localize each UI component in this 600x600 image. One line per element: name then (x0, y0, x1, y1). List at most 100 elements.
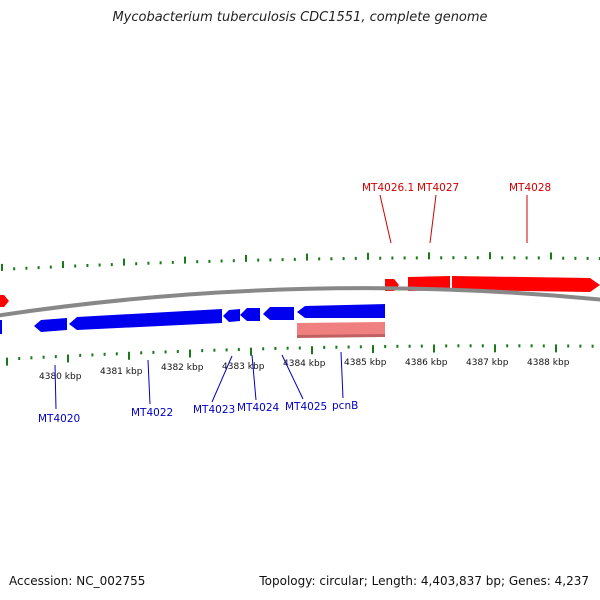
scale-label: 4385 kbp (344, 358, 387, 368)
gene-label-mt4024[interactable]: MT4024 (237, 402, 280, 414)
major-tick (189, 349, 191, 358)
gene-label-mt4022[interactable]: MT4022 (131, 407, 173, 419)
minor-tick (13, 267, 16, 271)
minor-tick (415, 256, 418, 260)
leader-line (281, 354, 304, 400)
minor-tick (140, 351, 143, 355)
scale-label: 4384 kbp (283, 359, 326, 369)
major-tick (306, 253, 308, 261)
gene-label-mt4020[interactable]: MT4020 (38, 413, 80, 425)
major-tick (428, 252, 430, 260)
minor-tick (262, 347, 265, 351)
gene-label-pcnb[interactable]: pcnB (332, 400, 358, 412)
major-tick (494, 344, 496, 353)
minor-tick (574, 256, 577, 260)
leader-line (429, 194, 437, 244)
minor-tick (30, 356, 33, 360)
minor-tick (91, 353, 94, 357)
accession-label: Accession: NC_002755 (9, 574, 146, 588)
minor-tick (440, 256, 443, 260)
minor-tick (164, 350, 167, 354)
gene-feature-mt4022[interactable] (69, 309, 222, 330)
minor-tick (171, 260, 174, 264)
minor-tick (208, 259, 211, 263)
major-tick (372, 345, 374, 354)
minor-tick (18, 357, 21, 360)
gene-feature-mt4023[interactable] (223, 309, 240, 322)
minor-tick (147, 261, 150, 265)
minor-tick (135, 262, 138, 266)
minor-tick (257, 258, 260, 262)
major-tick (250, 347, 252, 356)
minor-tick (79, 353, 82, 357)
leader-line (379, 194, 392, 244)
minor-tick (464, 256, 467, 260)
gene-label-mt4025[interactable]: MT4025 (285, 401, 327, 413)
gene-feature-mt4025[interactable] (263, 307, 294, 320)
genome-summary: Topology: circular; Length: 4,403,837 bp… (259, 574, 589, 588)
leader-line (147, 359, 151, 405)
minor-tick (213, 348, 216, 352)
minor-tick (232, 259, 235, 263)
major-tick (123, 258, 125, 266)
edge-gene-right[interactable] (0, 320, 2, 334)
minor-tick (513, 256, 516, 260)
rna-feature-pcnb[interactable] (297, 322, 385, 337)
minor-tick (354, 256, 357, 260)
major-tick (367, 252, 369, 260)
leader-line (211, 355, 233, 403)
scale-label: 4380 kbp (39, 372, 82, 382)
major-tick (1, 263, 3, 271)
minor-tick (525, 256, 528, 260)
minor-tick (110, 263, 113, 267)
genome-backbone (0, 286, 600, 318)
minor-tick (347, 345, 350, 349)
gene-label-mt4027[interactable]: MT4027 (417, 182, 459, 194)
major-tick (62, 261, 64, 269)
minor-tick (286, 346, 289, 350)
major-tick (67, 354, 69, 363)
minor-tick (323, 345, 326, 349)
minor-tick (274, 347, 277, 350)
minor-tick (420, 344, 423, 348)
scale-label: 4387 kbp (466, 358, 509, 368)
map-title: Mycobacterium tuberculosis CDC1551, comp… (112, 10, 488, 25)
minor-tick (579, 344, 582, 348)
minor-tick (384, 345, 387, 348)
leader-line (251, 354, 257, 401)
minor-tick (359, 345, 362, 349)
edge-gene-left[interactable] (0, 295, 9, 307)
gene-feature-pcnb[interactable] (297, 304, 385, 318)
gene-label-mt4023[interactable]: MT4023 (193, 404, 235, 416)
major-tick (6, 357, 8, 366)
minor-tick (469, 344, 472, 348)
minor-tick (298, 346, 301, 350)
minor-tick (335, 345, 338, 349)
outer-tick-track (1, 252, 600, 271)
major-tick (311, 346, 313, 355)
major-tick (184, 256, 186, 264)
scale-label: 4383 kbp (222, 362, 265, 372)
minor-tick (506, 344, 509, 348)
gene-feature-mt4020[interactable] (34, 318, 67, 332)
minor-tick (86, 264, 89, 267)
gene-label-mt4026-1[interactable]: MT4026.1 (362, 182, 414, 194)
minor-tick (318, 257, 321, 261)
gene-feature-mt4024[interactable] (240, 308, 260, 321)
forward-gene-labels: MT4026.1 MT4027 MT4028 (362, 182, 551, 244)
minor-tick (530, 344, 533, 348)
minor-tick (42, 355, 45, 359)
gene-label-mt4028[interactable]: MT4028 (509, 182, 551, 194)
major-tick (489, 252, 491, 260)
scale-label: 4381 kbp (100, 367, 143, 377)
minor-tick (220, 259, 223, 263)
major-tick (245, 254, 247, 262)
minor-tick (476, 256, 479, 260)
minor-tick (342, 257, 345, 261)
gene-feature-mt4028[interactable] (452, 276, 600, 292)
minor-tick (537, 256, 540, 260)
minor-tick (403, 256, 406, 260)
minor-tick (542, 344, 545, 348)
minor-tick (481, 344, 484, 348)
